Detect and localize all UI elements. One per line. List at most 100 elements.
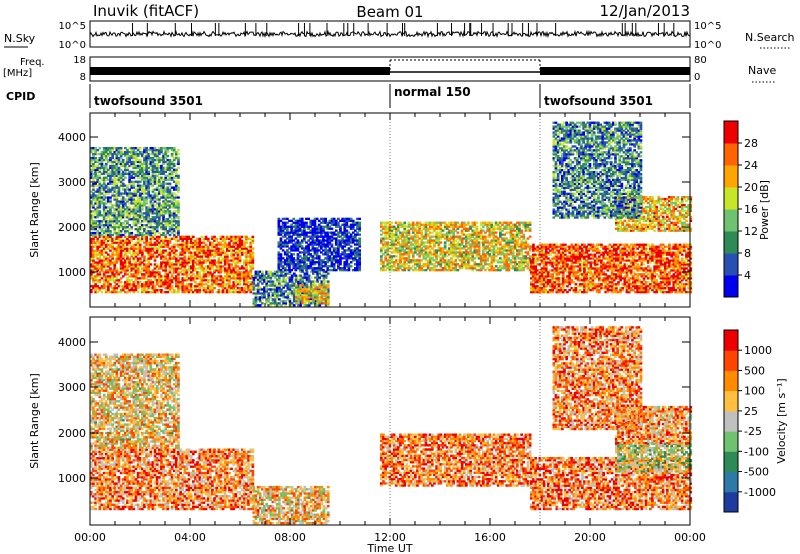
power-cell (111, 174, 114, 177)
power-cell (303, 282, 307, 285)
power-cell (179, 271, 182, 274)
power-cell (296, 255, 300, 258)
power-cell (132, 194, 136, 197)
power-cell (158, 245, 161, 248)
power-cell (273, 284, 277, 287)
power-cell (351, 241, 355, 244)
power-cell (232, 289, 236, 292)
power-cell (102, 178, 106, 181)
power-cell (113, 172, 117, 175)
power-cell (181, 243, 185, 246)
power-cell (107, 291, 110, 294)
power-cell (401, 257, 404, 260)
power-cell (141, 184, 144, 187)
power-cell (128, 281, 131, 284)
power-cell (177, 222, 180, 225)
power-cell (189, 235, 193, 238)
power-cell (111, 204, 114, 207)
power-cell (168, 222, 172, 225)
power-cell (334, 261, 338, 264)
power-cell (153, 243, 157, 246)
power-cell (141, 261, 144, 264)
power-cell (136, 170, 140, 173)
power-cell (405, 253, 409, 256)
power-cell (420, 259, 424, 262)
power-cell (441, 261, 445, 264)
power-cell (92, 224, 95, 227)
power-cell (168, 279, 172, 282)
power-cell (107, 269, 110, 272)
power-cell (107, 168, 110, 171)
power-cell (269, 304, 273, 307)
power-cell (358, 269, 361, 272)
power-cell (448, 247, 451, 250)
power-cell (136, 235, 140, 238)
power-cell (245, 275, 248, 278)
power-cell (232, 235, 236, 238)
power-cell (217, 269, 221, 272)
power-cell (94, 249, 97, 252)
power-cell (332, 233, 336, 236)
power-cell (98, 275, 102, 278)
power-cell (322, 284, 326, 287)
power-cell (183, 273, 187, 276)
power-cell (236, 277, 240, 280)
power-cell (386, 227, 390, 230)
power-cell (356, 223, 359, 226)
power-cell (280, 280, 283, 283)
power-cell (185, 243, 189, 246)
power-cell (405, 237, 409, 240)
power-cell (234, 271, 238, 274)
power-cell (177, 152, 180, 156)
power-cell (405, 263, 409, 266)
power-cell (286, 292, 290, 295)
power-cell (249, 257, 253, 260)
power-cell (217, 291, 221, 294)
power-cell (94, 287, 97, 290)
power-cell (324, 239, 327, 242)
power-cell (300, 241, 304, 244)
power-cell (194, 275, 197, 278)
power-cell (300, 229, 304, 232)
power-cell (382, 237, 385, 240)
power-cell (211, 265, 214, 268)
power-cell (448, 269, 451, 272)
power-cell (90, 164, 93, 168)
power-cell (196, 243, 199, 246)
power-cell (273, 288, 277, 291)
power-cell (145, 247, 148, 250)
power-cell (356, 269, 359, 272)
power-cell (132, 206, 136, 209)
power-cell (149, 162, 153, 166)
power-cell (124, 251, 127, 254)
power-cell (100, 243, 104, 246)
power-cell (134, 172, 138, 175)
power-cell (431, 223, 434, 226)
power-cell (134, 285, 138, 288)
power-cell (277, 265, 281, 268)
power-cell (454, 249, 458, 252)
power-cell (187, 289, 191, 292)
power-cell (211, 273, 214, 276)
power-cell (418, 247, 421, 250)
power-cell (117, 192, 121, 195)
power-cell (121, 243, 125, 246)
power-cell (324, 217, 327, 220)
power-cell (215, 277, 219, 280)
power-cell (168, 170, 172, 173)
power-cell (424, 255, 428, 258)
power-cell (397, 249, 400, 252)
power-cell (151, 273, 155, 276)
power-cell (226, 275, 229, 278)
power-cell (435, 227, 438, 230)
power-cell (164, 257, 168, 260)
power-cell (187, 277, 191, 280)
power-cell (300, 261, 304, 264)
power-cell (119, 184, 123, 187)
power-cell (221, 251, 225, 254)
power-cell (320, 286, 324, 289)
power-cell (175, 269, 178, 272)
power-cell (228, 289, 231, 292)
power-cell (238, 281, 242, 284)
